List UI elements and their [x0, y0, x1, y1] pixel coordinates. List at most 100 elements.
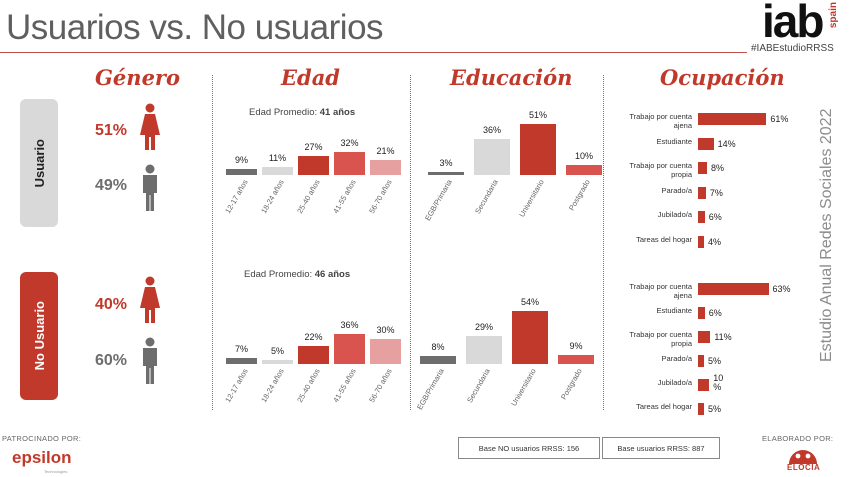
data-label: 8%	[710, 163, 724, 173]
usuario-tag-label: Usuario	[31, 138, 47, 188]
data-label: 36%	[340, 320, 359, 331]
hashtag: #IABEstudioRRSS	[751, 43, 834, 54]
chart-bar	[698, 211, 705, 223]
page-title: Usuarios vs. No usuarios	[6, 8, 384, 47]
x-tick-label: 12-17 años	[222, 178, 250, 216]
data-label: 63%	[772, 284, 791, 294]
data-label: 9%	[569, 341, 583, 352]
data-label: 21%	[376, 145, 395, 156]
usuario-male-pct: 49%	[95, 177, 128, 194]
usuario-female-pct: 51%	[95, 122, 128, 139]
age-average-value: 41 años	[319, 107, 356, 118]
data-label: 5%	[708, 356, 722, 366]
data-label: 61%	[770, 114, 789, 124]
separator	[410, 75, 411, 410]
x-tick-label: 25-40 años	[294, 178, 322, 216]
chart-bar	[370, 159, 401, 175]
chart-bar	[262, 359, 293, 364]
data-label: 14%	[717, 138, 736, 149]
epsilon-logo-sub: Technologies	[44, 469, 68, 474]
data-label: 4%	[708, 236, 722, 247]
x-tick-label: 25-40 años	[294, 367, 322, 405]
x-tick-label: 18-24 años	[258, 178, 286, 216]
male-icon	[143, 164, 157, 211]
study-title-vertical: Estudio Anual Redes Sociales 2022	[818, 108, 835, 363]
header-age: Edad	[281, 65, 340, 90]
data-label: 36%	[482, 125, 501, 135]
chart-bar	[698, 331, 711, 343]
usuario-tag: Usuario	[20, 99, 58, 227]
elocia-logo-icon	[789, 450, 817, 464]
occupation-chart-usuario: Trabajo por cuenta ajena 61% Estudiante 14%…	[612, 104, 812, 254]
header-education: Educación	[450, 65, 573, 90]
header-gender: Género	[95, 65, 180, 90]
chart-bar	[428, 172, 464, 175]
data-label: 6%	[708, 212, 722, 222]
x-tick-label: Postgrado	[558, 367, 584, 402]
epsilon-logo: epsilon	[12, 448, 72, 467]
data-label: 10%	[574, 151, 593, 161]
x-tick-label: Secundaria	[465, 367, 492, 405]
x-tick-label: Secundaria	[473, 178, 500, 216]
chart-bar	[698, 235, 704, 248]
female-icon	[140, 103, 160, 150]
no-usuario-tag: No Usuario	[20, 272, 58, 400]
chart-bar	[262, 167, 293, 175]
data-label: 32%	[340, 137, 359, 148]
title-underline	[0, 52, 747, 53]
x-tick-label: 18-24 años	[258, 367, 286, 405]
chart-bar	[698, 283, 769, 295]
category-label: Parado/a	[661, 185, 692, 195]
category-label: Trabajo por cuenta propia	[629, 161, 692, 179]
data-label: 51%	[528, 110, 547, 120]
chart-bar	[420, 356, 456, 364]
category-label: Trabajo por cuenta propia	[629, 330, 692, 348]
chart-bar	[334, 334, 365, 364]
category-label: Estudiante	[656, 136, 692, 146]
data-label: 5%	[270, 345, 284, 356]
chart-bar	[698, 403, 704, 415]
age-chart-no-usuario: 7% 12-17 años 5% 18-24 años 22% 25-40 años 36%…	[223, 300, 406, 404]
made-by-label: ELABORADO POR:	[762, 434, 834, 443]
data-label: 8%	[431, 342, 445, 353]
chart-bar	[512, 311, 548, 364]
female-icon	[140, 276, 160, 323]
separator	[603, 75, 604, 410]
data-label: 3%	[439, 158, 453, 168]
iab-logo: iab	[762, 0, 824, 47]
category-label: Parado/a	[661, 354, 692, 363]
x-tick-label: Universitario	[517, 178, 546, 219]
category-label: Tareas del hogar	[636, 234, 692, 244]
occupation-chart-no-usuario: Trabajo por cuenta ajena 63% Estudiante 6% T…	[612, 276, 812, 421]
chart-bar	[698, 113, 767, 125]
chart-bar	[226, 168, 257, 175]
base-usuarios: Base usuarios RRSS: 887	[602, 437, 720, 459]
chart-bar	[698, 307, 705, 319]
age-average-value: 46 años	[314, 269, 351, 280]
chart-bar	[370, 339, 401, 364]
data-label: 11%	[268, 153, 287, 164]
elocia-logo: ELOCIA	[787, 463, 821, 472]
chart-bar	[698, 379, 710, 391]
chart-bar	[298, 155, 329, 175]
data-label: 5%	[708, 404, 722, 414]
no-usuario-age-average: Edad Promedio: 46 años	[244, 269, 350, 280]
chart-bar	[698, 137, 714, 150]
data-label: 29%	[474, 321, 493, 332]
chart-bar	[698, 355, 704, 367]
chart-bar	[226, 358, 257, 364]
age-chart-usuario: 9% 12-17 años 11% 18-24 años 27% 25-40 años 32…	[223, 125, 406, 215]
chart-bar	[566, 165, 602, 175]
iab-logo-spain: spain	[828, 2, 839, 29]
x-tick-label: Postgrado	[566, 178, 592, 213]
data-label: 27%	[304, 141, 323, 152]
x-tick-label: EGB/Primaria	[423, 178, 454, 223]
chart-bar	[698, 186, 706, 199]
education-chart-usuario: 3% EGB/Primaria 36% Secundaria 51% Universita…	[420, 100, 602, 222]
category-label: Tareas del hogar	[636, 402, 692, 411]
data-label: 7%	[709, 187, 723, 198]
chart-bar	[698, 162, 707, 174]
x-tick-label: 56-70 años	[366, 178, 394, 216]
data-label: 9%	[234, 154, 248, 165]
category-label: Estudiante	[656, 306, 692, 315]
